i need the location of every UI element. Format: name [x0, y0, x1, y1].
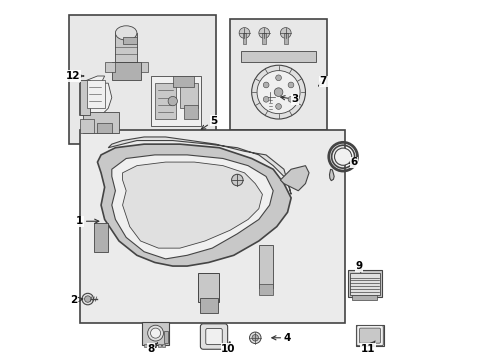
- Circle shape: [251, 65, 305, 119]
- Text: 2: 2: [70, 295, 82, 305]
- Bar: [80, 130, 344, 323]
- Bar: [347, 270, 381, 297]
- Circle shape: [263, 96, 268, 102]
- Polygon shape: [122, 162, 262, 248]
- Text: 5: 5: [201, 116, 217, 129]
- Text: 4: 4: [271, 333, 291, 343]
- Text: 7: 7: [318, 76, 326, 86]
- Circle shape: [147, 325, 163, 341]
- Circle shape: [274, 88, 282, 96]
- Circle shape: [263, 82, 268, 88]
- Ellipse shape: [115, 26, 137, 40]
- Circle shape: [287, 96, 293, 102]
- Polygon shape: [280, 166, 308, 191]
- Bar: [158, 344, 160, 347]
- Bar: [258, 284, 273, 295]
- Bar: [162, 344, 165, 347]
- Circle shape: [275, 104, 281, 109]
- Circle shape: [280, 28, 290, 39]
- Circle shape: [257, 71, 300, 114]
- Circle shape: [275, 75, 281, 81]
- FancyBboxPatch shape: [200, 324, 227, 349]
- Text: 9: 9: [355, 261, 362, 272]
- Bar: [80, 80, 90, 116]
- Bar: [115, 33, 137, 65]
- Text: 3: 3: [280, 94, 298, 104]
- Circle shape: [251, 334, 258, 341]
- Circle shape: [82, 293, 93, 305]
- Bar: [94, 223, 108, 252]
- Circle shape: [168, 96, 177, 106]
- Polygon shape: [329, 169, 333, 181]
- Polygon shape: [80, 76, 112, 116]
- Bar: [104, 62, 115, 72]
- Circle shape: [265, 92, 275, 102]
- Bar: [163, 330, 168, 343]
- Circle shape: [231, 174, 243, 186]
- Bar: [112, 62, 140, 80]
- Circle shape: [249, 332, 261, 343]
- Circle shape: [150, 328, 160, 338]
- Bar: [97, 123, 112, 134]
- Circle shape: [84, 296, 91, 302]
- Bar: [241, 51, 316, 62]
- Text: 11: 11: [360, 341, 375, 354]
- Bar: [199, 298, 217, 313]
- Text: 1: 1: [76, 216, 99, 226]
- Bar: [155, 83, 176, 119]
- Bar: [349, 273, 379, 295]
- Bar: [148, 344, 151, 347]
- Polygon shape: [112, 155, 273, 259]
- Polygon shape: [108, 137, 290, 194]
- Bar: [122, 37, 137, 44]
- Bar: [284, 33, 287, 44]
- Text: 8: 8: [147, 343, 157, 354]
- Circle shape: [239, 28, 249, 39]
- Bar: [69, 15, 215, 144]
- Bar: [172, 76, 194, 87]
- Bar: [83, 112, 119, 134]
- Bar: [153, 344, 156, 347]
- Bar: [355, 325, 384, 346]
- Text: 12: 12: [66, 71, 83, 81]
- Bar: [258, 244, 273, 288]
- FancyBboxPatch shape: [356, 325, 383, 346]
- Bar: [144, 344, 147, 347]
- Bar: [351, 295, 376, 300]
- Bar: [151, 76, 201, 126]
- Bar: [140, 62, 147, 72]
- Bar: [268, 96, 271, 110]
- Bar: [142, 321, 169, 345]
- FancyBboxPatch shape: [359, 328, 380, 343]
- Polygon shape: [97, 144, 290, 266]
- Bar: [183, 105, 198, 119]
- Text: 6: 6: [349, 157, 357, 167]
- Circle shape: [334, 148, 351, 165]
- Circle shape: [258, 28, 269, 39]
- FancyBboxPatch shape: [205, 328, 222, 345]
- Bar: [198, 273, 219, 302]
- Bar: [262, 33, 265, 44]
- Bar: [242, 33, 246, 44]
- Text: 10: 10: [221, 342, 235, 354]
- Bar: [86, 80, 104, 108]
- Bar: [180, 83, 198, 108]
- Bar: [80, 119, 94, 134]
- Bar: [230, 19, 326, 130]
- Circle shape: [287, 82, 293, 88]
